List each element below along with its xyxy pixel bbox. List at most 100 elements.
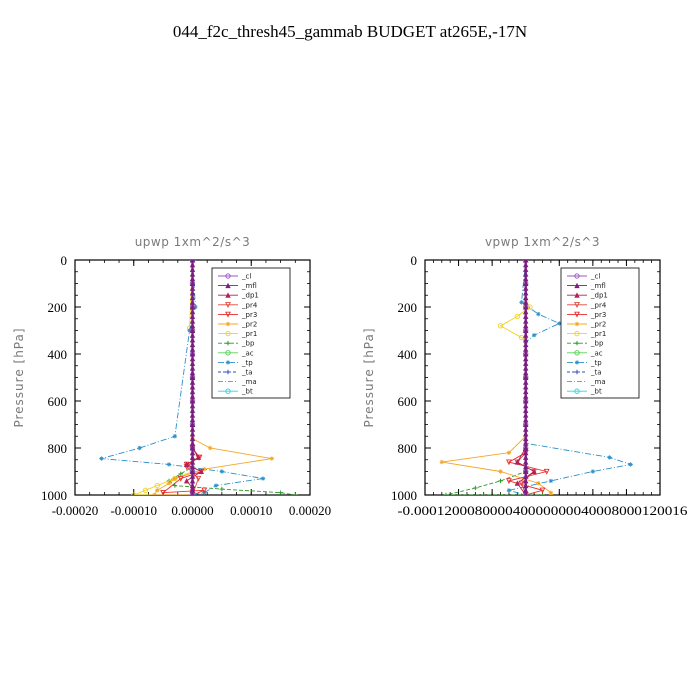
figure-title: 044_f2c_thresh45_gammab BUDGET at265E,-1…	[172, 22, 528, 41]
x-tick-label: -0.00020	[52, 503, 99, 518]
point-pr1	[142, 487, 149, 493]
point-center	[523, 285, 529, 291]
point-center	[523, 416, 529, 423]
series-line-tp	[101, 260, 264, 495]
point-center	[523, 384, 529, 390]
legend: _cl_mfl_dp1_pr4_pr3_pr2_pr1_bp_ac_tp_ta_…	[211, 267, 291, 399]
point-center	[523, 360, 529, 366]
legend-marker-mfl	[574, 282, 580, 289]
legend-label-pr4: _pr4	[590, 301, 607, 309]
point-center	[189, 261, 196, 268]
point-bp	[443, 492, 449, 495]
point-pr2	[166, 481, 172, 486]
point-center	[189, 308, 196, 315]
series-line-pr2	[153, 260, 272, 495]
point-center	[523, 459, 529, 465]
point-center	[189, 365, 196, 371]
y-tick-label: 200	[48, 300, 68, 315]
point-center	[189, 313, 196, 319]
y-tick-label: 0	[61, 253, 68, 268]
point-tp	[219, 469, 225, 474]
point-tp	[166, 462, 172, 467]
point-center	[189, 355, 196, 362]
x-tick-label: 0.00020	[289, 503, 331, 518]
legend-marker-bp	[574, 341, 580, 346]
y-axis-label: Pressure [hPa]	[362, 327, 376, 427]
x-tick-label: -0.00010	[110, 503, 157, 518]
legend-marker-pr4	[574, 302, 580, 309]
point-pr1	[514, 313, 520, 320]
legend-marker-pr1	[574, 330, 580, 337]
plot-area	[99, 260, 298, 495]
legend-marker-bp	[225, 341, 231, 346]
point-pr1	[154, 482, 160, 489]
point-center	[189, 346, 196, 352]
point-pr4	[518, 480, 525, 487]
point-pr2	[269, 456, 275, 461]
plot-area	[439, 260, 633, 495]
point-pr3	[539, 487, 546, 494]
point-center	[523, 431, 529, 437]
legend-marker-pr3	[574, 311, 580, 318]
legend-label-pr3: _pr3	[590, 311, 606, 319]
point-dp1	[198, 468, 204, 474]
legend-label-pr2: _pr2	[590, 321, 606, 329]
legend-label-bp: _bp	[590, 340, 604, 348]
point-pr2	[506, 450, 512, 455]
legend-box	[560, 267, 640, 399]
point-center	[523, 290, 529, 296]
series-bp	[443, 260, 545, 495]
legend-marker-cl	[225, 273, 231, 279]
point-pr3	[543, 468, 550, 475]
y-tick-label: 800	[398, 441, 418, 456]
legend-label-bp: _bp	[241, 340, 255, 348]
point-dp1	[514, 459, 521, 465]
series-line-bp	[168, 260, 296, 495]
point-center	[523, 435, 529, 442]
panel-2: vpwp 1xm^2/s^3 Pressure [hPa] 0 200 400 600 80…	[362, 235, 688, 518]
point-center	[523, 369, 529, 376]
series-pr2	[439, 260, 554, 495]
point-dp1	[183, 461, 190, 467]
legend-label-ac: _ac	[590, 349, 603, 357]
point-dp1	[195, 454, 202, 460]
point-center	[523, 393, 529, 399]
point-center	[189, 341, 196, 348]
legend-label-ma: _ma	[590, 378, 606, 386]
legend: _cl_mfl_dp1_pr4_pr3_pr2_pr1_bp_ac_tp_ta_…	[560, 267, 640, 399]
legend-label-ta: _ta	[241, 369, 253, 377]
legend-marker-cl	[574, 273, 580, 279]
legend-label-ma: _ma	[241, 378, 257, 386]
point-center	[523, 294, 529, 301]
point-bp	[172, 483, 178, 488]
legend-label-pr3: _pr3	[241, 311, 257, 319]
point-pr3	[506, 478, 512, 485]
point-center	[189, 337, 196, 343]
point-bp	[473, 485, 478, 491]
point-pr4	[195, 475, 202, 482]
legend-marker-pr4	[225, 302, 231, 309]
legend-label-pr1: _pr1	[241, 330, 257, 338]
x-tick-label: 0.00000	[171, 503, 213, 518]
point-center	[189, 431, 196, 437]
legend-label-pr4: _pr4	[241, 301, 258, 309]
y-tick-label: 600	[398, 394, 418, 409]
point-bp	[278, 490, 283, 495]
point-center	[191, 492, 194, 495]
point-tp	[99, 456, 104, 461]
point-tp	[607, 455, 612, 460]
legend-label-mfl: _mfl	[241, 282, 257, 290]
y-tick-label: 200	[398, 300, 418, 315]
point-tp	[260, 476, 266, 481]
legend-label-cl: _cl	[241, 273, 251, 281]
point-center	[523, 346, 529, 352]
point-center	[189, 402, 196, 409]
legend-marker-pr2	[225, 321, 231, 327]
point-tp	[187, 328, 192, 333]
point-center	[189, 360, 196, 366]
legend-label-tp: _tp	[241, 359, 253, 367]
point-center	[523, 275, 529, 282]
legend-marker-pr2	[574, 321, 580, 327]
legend-label-ac: _ac	[241, 349, 254, 357]
legend-marker-pr3	[225, 311, 231, 318]
